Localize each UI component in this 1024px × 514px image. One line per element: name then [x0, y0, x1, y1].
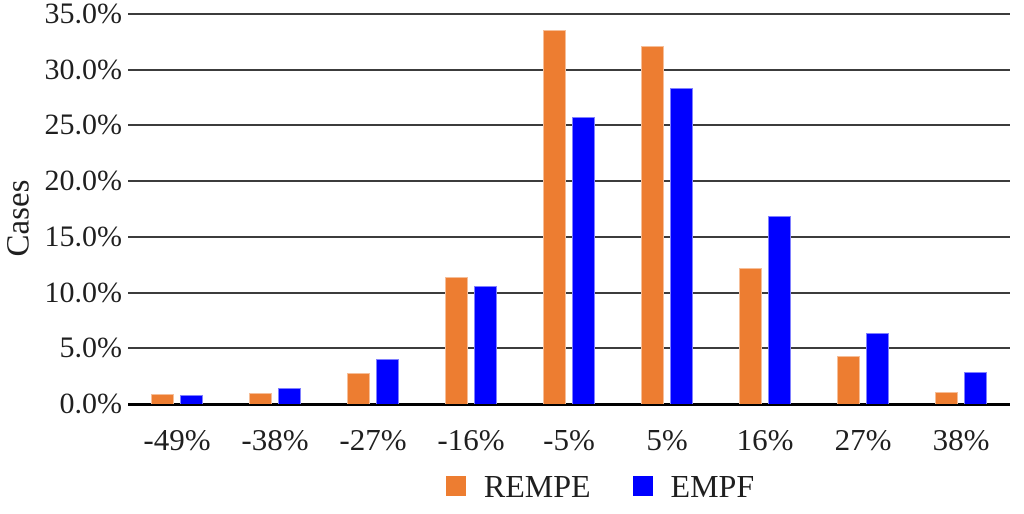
- y-tick-label: 20.0%: [44, 164, 123, 198]
- bar-empf--27%: [376, 359, 399, 404]
- x-tick-label: -49%: [143, 422, 211, 457]
- legend-item-rempe: REMPE: [445, 466, 591, 506]
- bar-empf-16%: [768, 215, 791, 404]
- x-tick-label: 5%: [646, 422, 688, 457]
- bar-rempe-5%: [641, 46, 664, 404]
- bar-rempe-27%: [837, 356, 860, 404]
- bar-rempe-38%: [935, 391, 958, 404]
- y-tick-label: 0.0%: [59, 387, 123, 420]
- gridline: [128, 13, 1010, 15]
- gridline: [128, 180, 1010, 183]
- x-tick-label: 38%: [932, 422, 990, 457]
- bar-rempe-16%: [739, 268, 762, 404]
- gridline: [128, 235, 1010, 238]
- bar-rempe--38%: [249, 392, 272, 404]
- bar-empf--16%: [474, 285, 497, 404]
- gridline: [128, 291, 1010, 294]
- bar-rempe--16%: [445, 276, 468, 404]
- gridline: [128, 68, 1010, 71]
- x-tick-label: -5%: [543, 422, 595, 457]
- legend-label: REMPE: [483, 468, 591, 504]
- gridline: [128, 124, 1010, 127]
- x-axis-line: [128, 403, 1010, 406]
- bar-empf-38%: [964, 371, 987, 404]
- legend-swatch-empf: [632, 476, 653, 496]
- x-tick-label: 27%: [834, 422, 892, 457]
- legend-item-empf: EMPF: [632, 466, 755, 506]
- gridline: [128, 347, 1010, 350]
- x-tick-label: 16%: [736, 422, 794, 457]
- y-tick-label: 10.0%: [44, 275, 123, 309]
- y-tick-label: 15.0%: [44, 219, 123, 253]
- bar-rempe--5%: [543, 29, 566, 404]
- bar-rempe--49%: [151, 393, 174, 404]
- y-tick-label: 35.0%: [44, 0, 123, 30]
- bar-empf-5%: [670, 87, 693, 404]
- x-tick-label: -16%: [437, 422, 505, 457]
- bar-empf--5%: [572, 116, 595, 404]
- bar-empf--38%: [278, 388, 301, 404]
- y-tick-label: 25.0%: [44, 108, 123, 142]
- x-tick-label: -27%: [339, 422, 407, 457]
- bar-rempe--27%: [347, 372, 370, 404]
- legend: REMPE EMPF: [88, 466, 1024, 506]
- bar-empf-27%: [866, 332, 889, 404]
- x-tick-label: -38%: [241, 422, 309, 457]
- y-tick-label: 5.0%: [59, 331, 123, 365]
- legend-swatch-rempe: [445, 476, 466, 496]
- y-tick-label: 30.0%: [44, 52, 123, 86]
- bar-empf--49%: [180, 395, 203, 404]
- legend-label: EMPF: [670, 468, 755, 504]
